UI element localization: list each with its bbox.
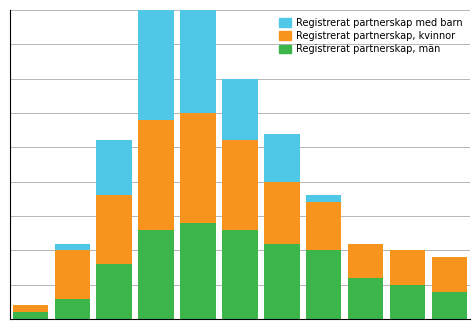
Bar	[222, 230, 257, 319]
Bar	[264, 182, 300, 243]
Bar	[138, 230, 174, 319]
Bar	[348, 278, 383, 319]
Bar	[13, 305, 48, 312]
Bar	[55, 250, 90, 298]
Bar	[96, 140, 132, 195]
Bar	[222, 140, 257, 230]
Bar	[306, 250, 342, 319]
Bar	[180, 223, 216, 319]
Bar	[96, 264, 132, 319]
Bar	[55, 243, 90, 250]
Bar	[180, 0, 216, 113]
Bar	[306, 195, 342, 202]
Bar	[306, 202, 342, 250]
Bar	[13, 312, 48, 319]
Bar	[138, 0, 174, 120]
Bar	[264, 243, 300, 319]
Bar	[264, 134, 300, 182]
Bar	[431, 291, 467, 319]
Bar	[180, 113, 216, 223]
Bar	[390, 285, 425, 319]
Bar	[55, 298, 90, 319]
Legend: Registrerat partnerskap med barn, Registrerat partnerskap, kvinnor, Registrerat : Registrerat partnerskap med barn, Regist…	[276, 15, 466, 57]
Bar	[348, 243, 383, 278]
Bar	[390, 250, 425, 285]
Bar	[96, 195, 132, 264]
Bar	[222, 79, 257, 140]
Bar	[138, 120, 174, 230]
Bar	[431, 257, 467, 291]
